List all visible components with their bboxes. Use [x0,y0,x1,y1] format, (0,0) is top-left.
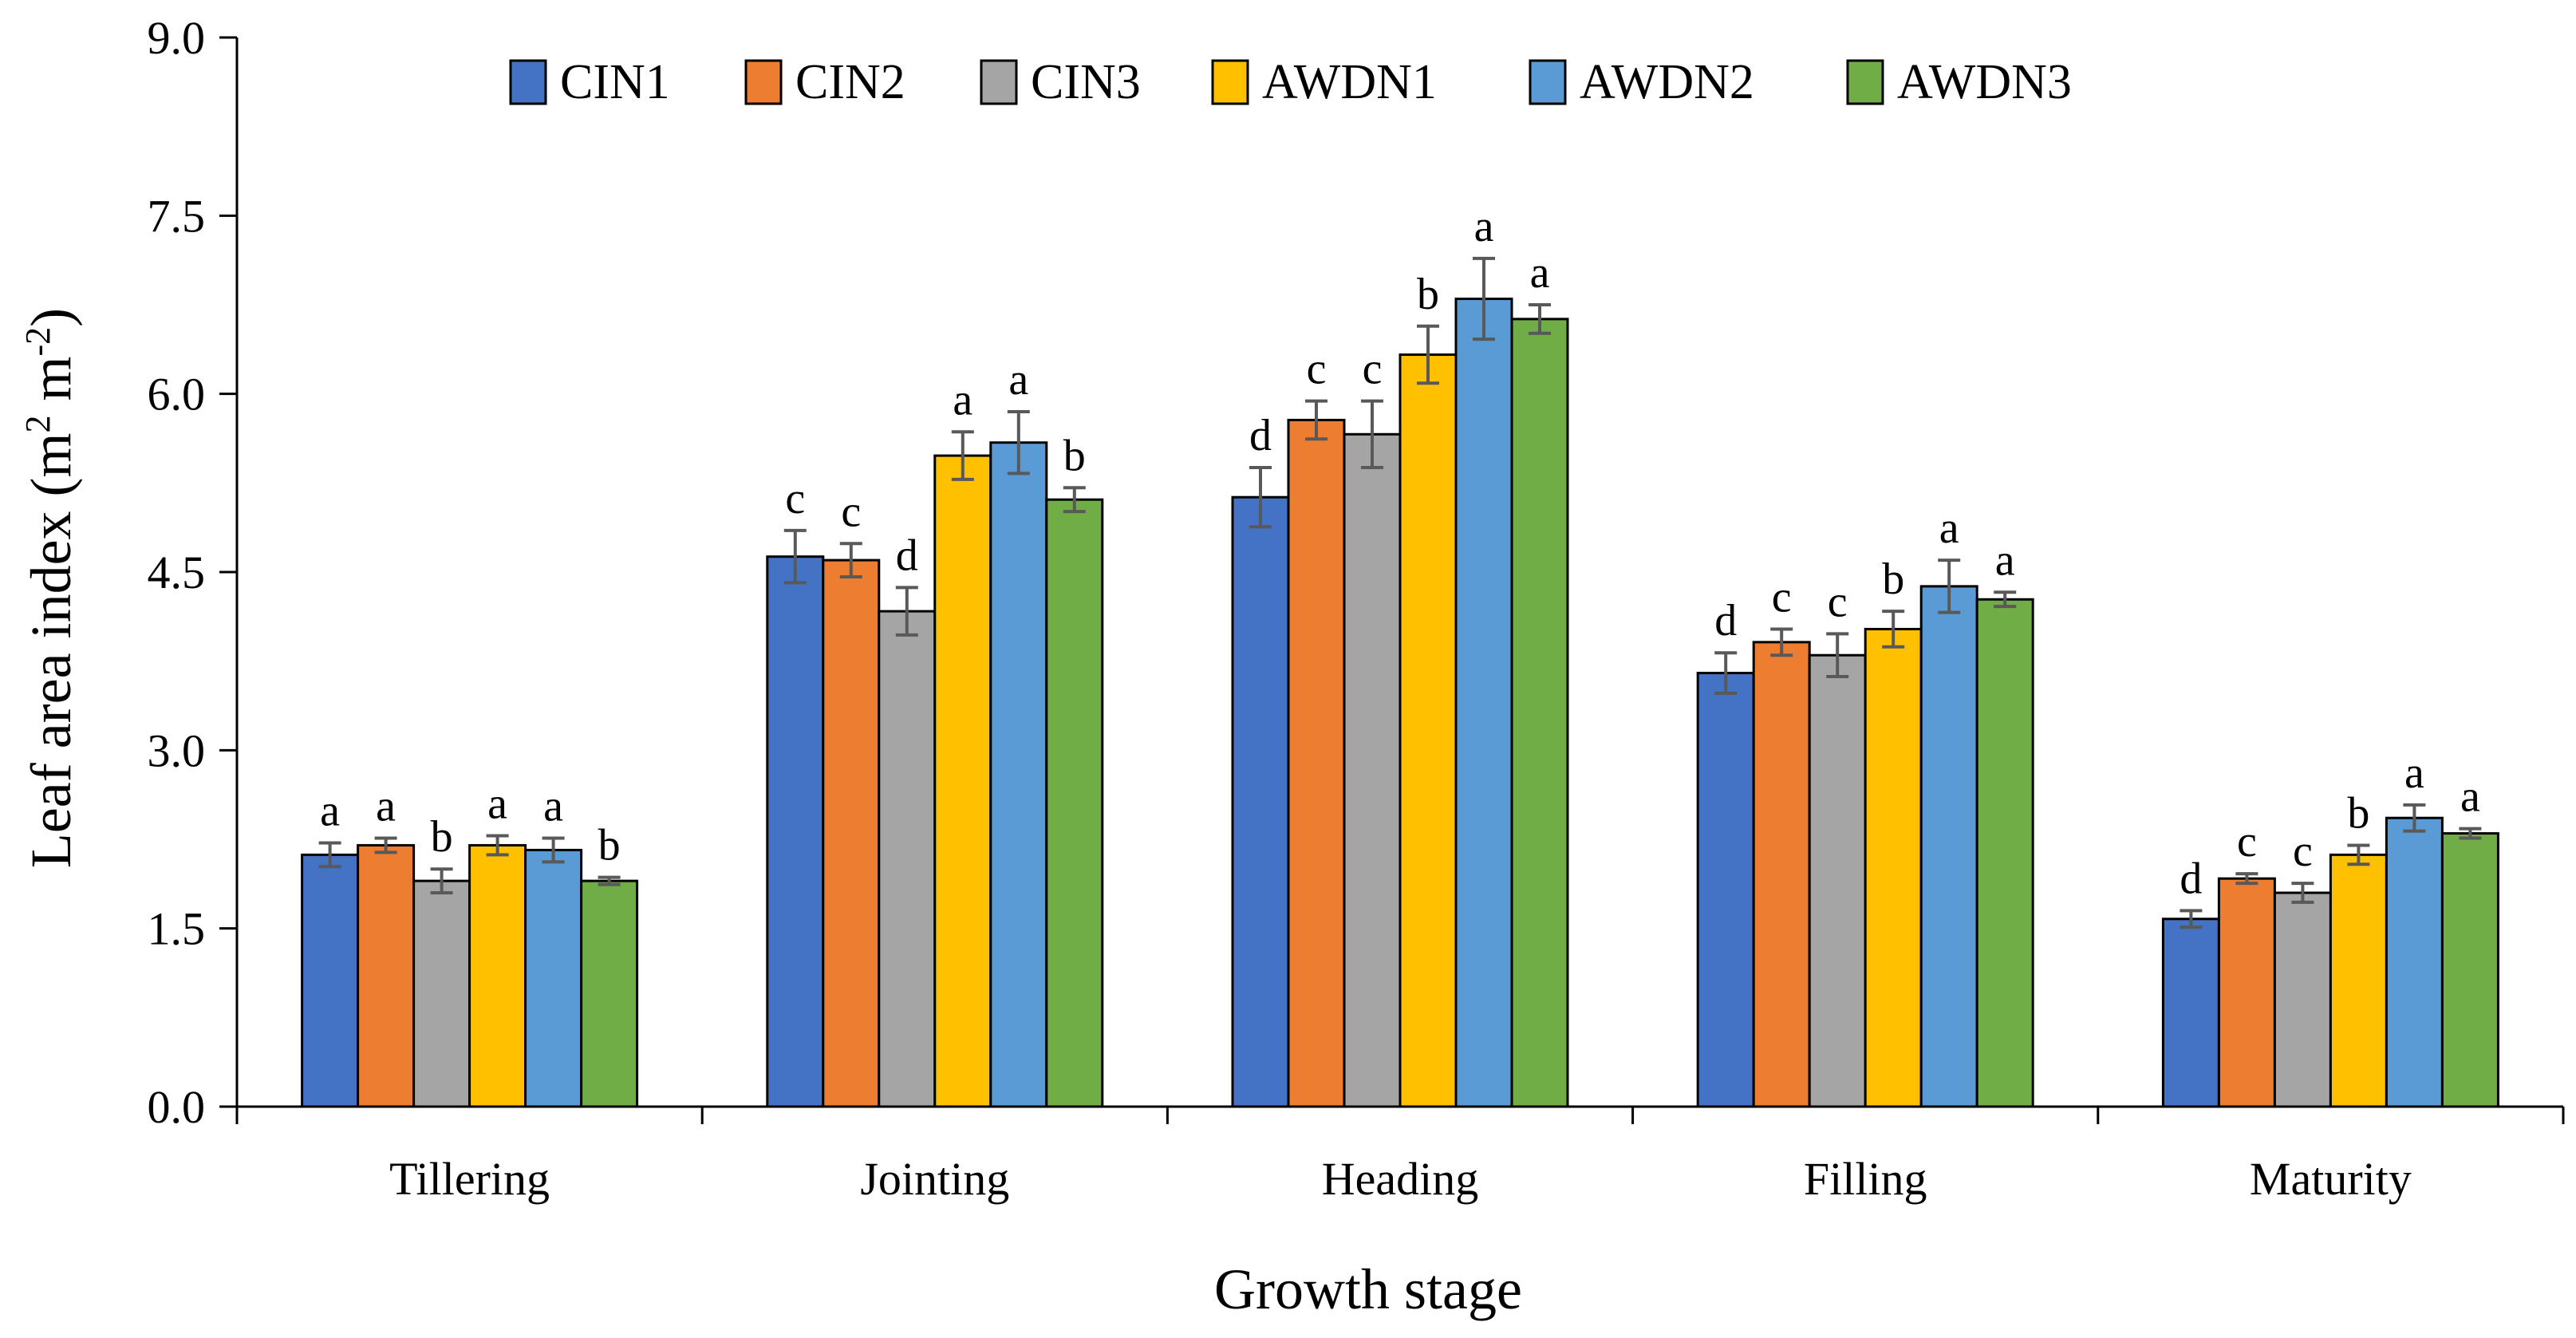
significance-label: a [2460,772,2480,822]
y-axis-unit-sup: 2 [18,415,57,432]
significance-label: b [1882,555,1904,604]
significance-label: c [841,487,861,536]
y-axis-unit-prefix: (m [19,432,83,496]
legend-label-cin1: CIN1 [560,55,670,109]
legend-label-awdn3: AWDN3 [1897,55,2072,109]
bar-awdn1-tillering [468,843,527,1108]
legend: CIN1 CIN2 CIN3 AWDN1 AWDN2 AWDN3 [509,55,2072,109]
significance-label: c [1828,577,1848,626]
bar-awdn3-tillering [580,879,639,1108]
legend-swatch-cin2 [744,59,783,105]
y-axis-title: Leaf area index (m2 m-2) [18,308,83,868]
significance-label: a [320,786,340,835]
bar-cin1-tillering [301,853,360,1108]
significance-label: a [1939,503,1959,553]
bar-awdn3-heading [1510,318,1569,1108]
y-tick-label: 4.5 [148,547,206,598]
significance-label: d [1249,411,1272,460]
bar-cin3-filling [1808,653,1867,1108]
bar-awdn3-jointing [1045,498,1104,1108]
significance-label: a [376,782,396,831]
x-tick-label: Heading [1322,1153,1479,1205]
significance-label: a [1008,355,1028,405]
bars [301,256,2499,1108]
bar-cin3-jointing [878,610,937,1108]
significance-label: c [1363,345,1383,394]
bar-cin1-jointing [766,555,825,1108]
bar-awdn3-maturity [2440,832,2499,1108]
x-tick-label: Maturity [2250,1153,2412,1205]
significance-label: b [2347,788,2369,838]
bar-cin1-filling [1696,672,1755,1108]
bar-cin3-tillering [412,879,471,1108]
significance-label: a [953,375,972,424]
legend-swatch-awdn2 [1529,59,1567,105]
y-tick-label: 1.5 [148,903,206,955]
y-axis-unit-mid: m [19,356,83,415]
bar-cin2-jointing [822,558,881,1108]
significance-label: a [543,782,563,831]
legend-swatch-awdn1 [1211,59,1249,105]
significance-label: a [2404,748,2424,798]
significance-label: d [1714,596,1737,645]
significance-label: d [2180,854,2202,903]
y-axis-unit-suffix: ) [19,308,83,327]
significance-label: c [1307,345,1327,394]
bar-awdn2-tillering [524,848,583,1108]
significance-label: d [896,531,918,580]
bar-cin2-filling [1752,641,1811,1108]
significance-label: a [1995,535,2015,585]
significance-label: c [785,474,805,523]
bar-awdn1-maturity [2329,853,2388,1108]
significance-label: b [1417,270,1439,319]
bar-awdn2-filling [1919,585,1978,1108]
bar-awdn3-filling [1975,598,2034,1108]
y-tick-label: 7.5 [148,190,206,242]
legend-swatch-cin3 [980,59,1018,105]
significance-label: b [431,812,453,862]
bar-awdn2-jointing [989,441,1048,1108]
significance-label: b [1063,431,1086,480]
bar-cin2-maturity [2217,877,2276,1108]
bar-cin3-heading [1343,432,1402,1108]
bar-awdn1-heading [1398,353,1458,1108]
bar-cin2-tillering [357,843,416,1108]
legend-label-cin2: CIN2 [795,55,905,109]
y-tick-label: 3.0 [148,724,206,776]
x-tick-label: Jointing [860,1153,1009,1205]
legend-swatch-awdn3 [1846,59,1884,105]
significance-label: c [1772,572,1792,622]
bar-awdn2-maturity [2385,816,2444,1108]
x-tick-label: Filling [1804,1153,1927,1205]
bar-cin1-heading [1231,495,1290,1108]
bar-awdn1-jointing [933,454,992,1108]
legend-label-cin3: CIN3 [1031,55,1141,109]
y-tick-label: 6.0 [148,369,206,420]
significance-label: b [598,821,621,870]
y-tick-label: 0.0 [148,1081,206,1133]
x-tick-label: Tillering [389,1153,550,1205]
bar-cin3-maturity [2273,891,2332,1108]
legend-swatch-cin1 [509,59,547,105]
y-axis-unit-sup: -2 [18,327,57,357]
axes: 0.0 1.5 3.0 4.5 6.0 7.5 9.0 Tillering Jointing He… [18,12,2565,1321]
legend-label-awdn2: AWDN2 [1580,55,1754,109]
x-axis-title: Growth stage [1214,1257,1522,1321]
significance-label: c [2293,827,2313,876]
bar-awdn2-heading [1454,298,1513,1108]
significance-label: c [2237,817,2257,866]
bar-cin2-heading [1287,418,1346,1108]
significance-label: a [1474,202,1494,251]
significance-label: a [1530,248,1550,298]
legend-label-awdn1: AWDN1 [1262,55,1437,109]
y-tick-label: 9.0 [148,12,206,64]
bar-cin1-maturity [2161,918,2220,1108]
significance-label: a [487,780,507,829]
y-axis-title-text: Leaf area index [19,496,83,868]
bar-awdn1-filling [1864,627,1923,1108]
